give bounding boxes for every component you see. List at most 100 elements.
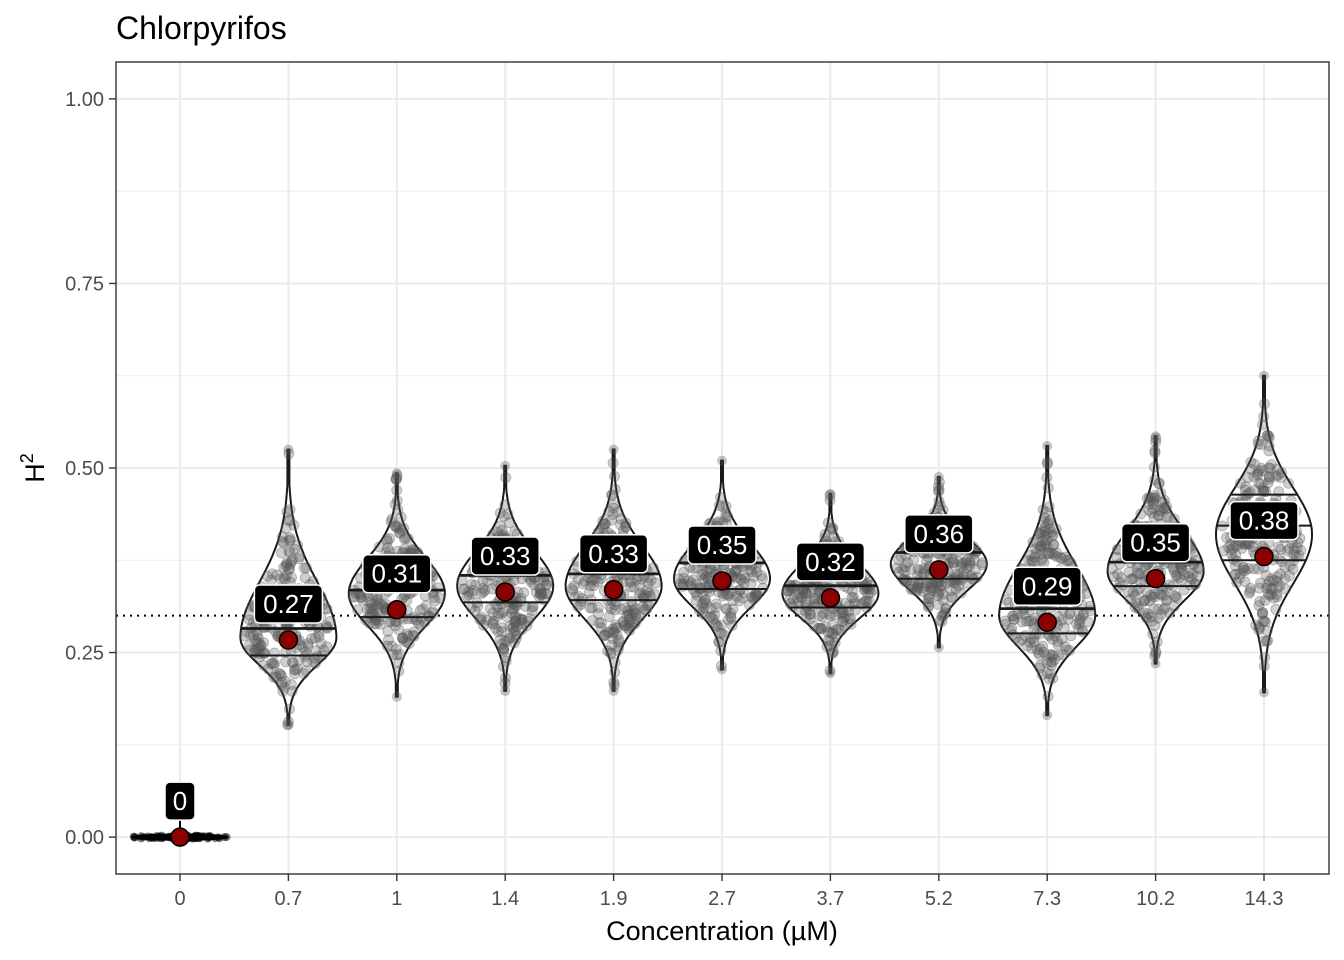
jitter-point: [302, 638, 314, 649]
jitter-point: [912, 563, 924, 575]
jitter-point: [1263, 432, 1275, 444]
mean-point: [170, 827, 190, 847]
jitter-point: [908, 554, 920, 566]
jitter-point: [911, 585, 923, 597]
jitter-point: [302, 640, 314, 652]
jitter-point: [300, 562, 312, 574]
jitter-point: [1259, 687, 1269, 698]
jitter-point: [1170, 591, 1182, 603]
jitter-point: [310, 657, 321, 669]
jitter-point: [968, 554, 980, 566]
jitter-point: [1160, 594, 1172, 606]
jitter-point: [152, 833, 161, 842]
jitter-point: [843, 613, 855, 625]
jitter-point: [717, 501, 729, 513]
jitter-point: [286, 572, 297, 583]
jitter-point: [916, 582, 928, 594]
jitter-point: [914, 564, 926, 576]
jitter-point: [373, 615, 385, 627]
jitter-point: [725, 607, 737, 619]
jitter-point: [1148, 461, 1160, 473]
jitter-point: [391, 470, 403, 481]
jitter-point: [795, 591, 807, 603]
jitter-point: [476, 587, 488, 599]
jitter-point: [624, 576, 636, 588]
jitter-point: [496, 638, 508, 650]
x-tick-label: 0.7: [274, 888, 302, 910]
jitter-point: [738, 577, 750, 589]
jitter-point: [598, 629, 610, 641]
jitter-point: [395, 511, 407, 523]
jitter-point: [904, 579, 916, 591]
jitter-point: [720, 603, 732, 615]
jitter-point: [488, 615, 499, 627]
jitter-point: [391, 649, 403, 661]
jitter-point: [1041, 472, 1053, 484]
jitter-point: [267, 657, 278, 669]
jitter-point: [518, 587, 530, 599]
jitter-point: [1042, 482, 1054, 494]
jitter-point: [812, 622, 824, 634]
jitter-point: [912, 581, 924, 593]
jitter-point: [276, 680, 288, 691]
jitter-point: [964, 557, 976, 569]
jitter-point: [634, 579, 646, 591]
jitter-point: [372, 600, 383, 612]
jitter-point: [746, 566, 758, 578]
jitter-point: [958, 566, 969, 578]
jitter-point: [604, 627, 615, 639]
jitter-point: [608, 679, 620, 691]
jitter-point: [729, 566, 740, 578]
jitter-point: [709, 609, 721, 621]
violin-body: [456, 464, 555, 692]
x-tick-label: 3.7: [816, 888, 844, 910]
jitter-point: [935, 584, 946, 596]
jitter-point: [800, 588, 812, 600]
jitter-point: [746, 591, 758, 603]
jitter-point: [964, 555, 976, 567]
jitter-point: [385, 516, 397, 528]
jitter-point: [280, 656, 292, 668]
jitter-point: [597, 515, 609, 527]
jitter-point: [592, 576, 604, 588]
jitter-point: [735, 573, 746, 585]
jitter-point: [597, 522, 609, 534]
jitter-point: [374, 618, 386, 630]
jitter-point: [630, 616, 642, 628]
jitter-point: [282, 719, 294, 731]
jitter-point: [839, 620, 851, 632]
jitter-point: [500, 472, 512, 484]
jitter-point: [804, 586, 816, 598]
jitter-point: [800, 587, 812, 599]
jitter-point: [496, 524, 508, 536]
jitter-point: [824, 626, 836, 638]
jitter-point: [826, 524, 838, 536]
jitter-point: [389, 520, 401, 532]
jitter-point: [366, 599, 378, 611]
jitter-point: [800, 612, 812, 624]
jitter-point: [605, 647, 616, 659]
jitter-point: [401, 595, 413, 607]
jitter-point: [920, 580, 932, 592]
jitter-point: [289, 543, 301, 555]
x-tick-label: 7.3: [1033, 888, 1061, 910]
jitter-point: [534, 587, 546, 599]
jitter-point: [394, 522, 405, 534]
jitter-point: [617, 617, 629, 629]
jitter-point: [270, 672, 282, 683]
jitter-point: [515, 614, 527, 626]
jitter-point: [535, 589, 546, 600]
jitter-point: [727, 603, 739, 615]
jitter-point: [910, 585, 922, 596]
jitter-point: [961, 562, 973, 574]
jitter-point: [820, 621, 831, 633]
jitter-point: [730, 572, 742, 584]
jitter-point: [606, 514, 618, 526]
jitter-point: [723, 590, 734, 602]
jitter-point: [434, 592, 446, 604]
jitter-point: [744, 599, 755, 611]
jitter-point: [427, 606, 439, 618]
jitter-point: [463, 586, 474, 598]
jitter-point: [609, 470, 620, 482]
